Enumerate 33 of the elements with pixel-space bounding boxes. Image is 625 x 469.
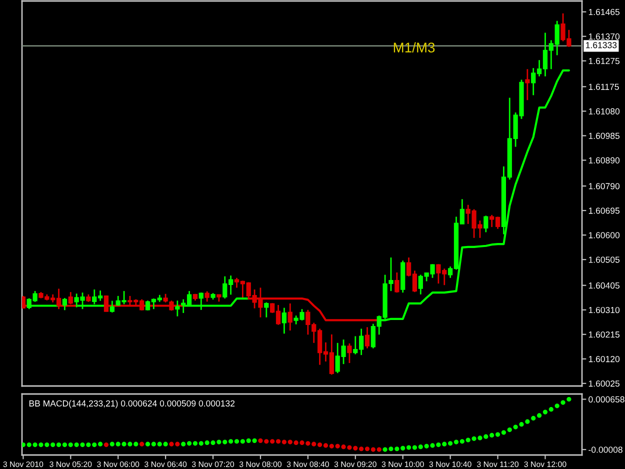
candlestick	[110, 300, 114, 314]
y-tick-label: 1.60695	[588, 208, 620, 214]
y-tick-label: 1.61175	[588, 84, 619, 90]
y-tick-label: 1.60120	[588, 356, 620, 362]
candlestick	[264, 302, 269, 318]
y-tick-label: 1.61370	[588, 33, 620, 40]
candlestick	[347, 342, 352, 364]
y-tick-label: 1.60505	[588, 256, 620, 263]
candlestick	[175, 300, 180, 318]
y-tick-label: 1.61465	[588, 8, 620, 16]
candlestick	[484, 214, 488, 233]
text: BB MACD(144,233,21) 0.000624 0.000509 0.000132	[29, 400, 235, 408]
candlestick	[198, 292, 204, 311]
y-tick-label: 1.61080	[588, 108, 620, 114]
candlestick	[394, 272, 400, 294]
candlestick	[282, 307, 287, 334]
y-tick-label: 1.60890	[588, 157, 620, 164]
y-tick-label: 1.60025	[588, 380, 620, 387]
candlestick	[364, 326, 370, 350]
y-tick-label: 1.60310	[588, 306, 620, 314]
candlestick	[62, 297, 68, 311]
candlestick	[525, 68, 530, 101]
y-tick-label: 1.61275	[588, 58, 620, 64]
y-tick-label: 0.000658	[588, 396, 624, 403]
candlestick	[288, 302, 292, 332]
ref-line-label: 1.61333	[586, 42, 617, 48]
y-tick-label: 1.60405	[588, 282, 620, 289]
y-tick-label: 1.60985	[588, 132, 620, 139]
y-tick-label: 1.60600	[588, 232, 620, 238]
candlestick	[204, 290, 210, 302]
y-tick-label: -0.00008	[588, 446, 622, 453]
y-tick-label: 1.60215	[588, 331, 620, 338]
y-tick-label: 1.60790	[588, 183, 620, 190]
